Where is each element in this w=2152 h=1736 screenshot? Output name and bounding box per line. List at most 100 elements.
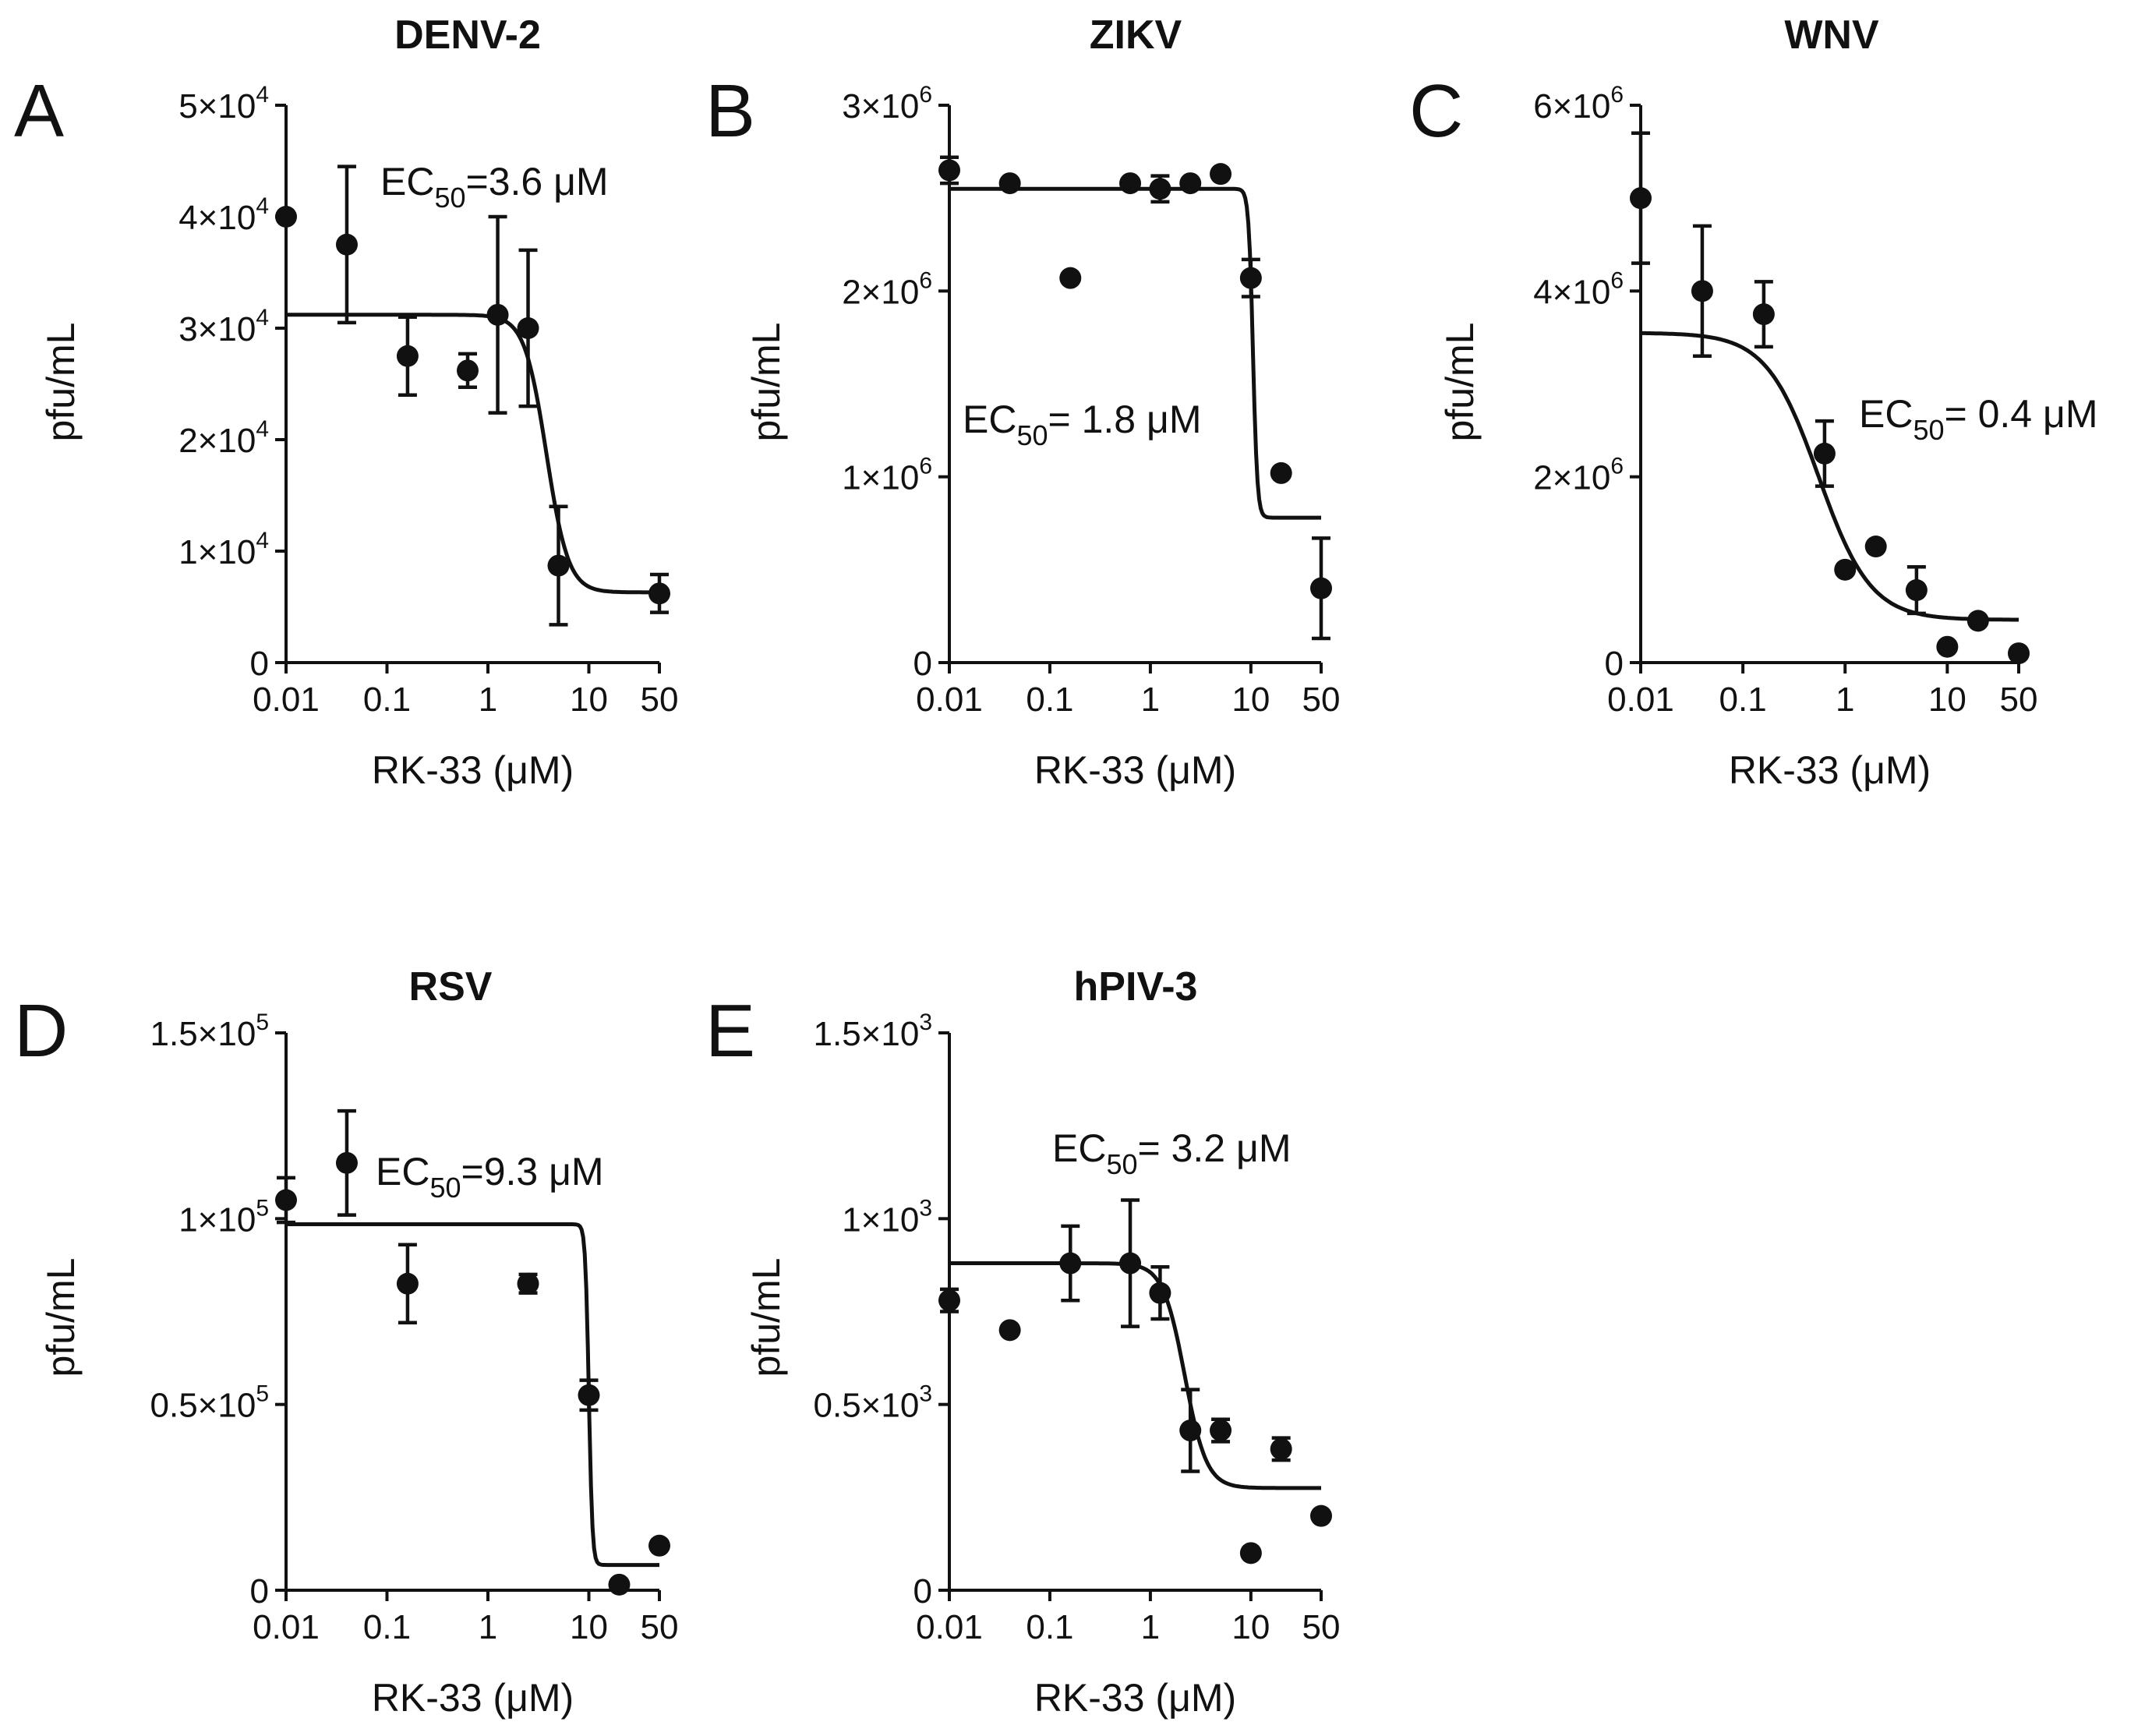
y-tick-label: 1.5×103 — [814, 1009, 933, 1053]
data-point — [1813, 442, 1836, 465]
data-point — [578, 1384, 600, 1406]
data-point — [1239, 267, 1262, 289]
data-point — [1239, 1542, 1262, 1565]
data-point — [517, 317, 539, 339]
y-tick-label: 0 — [250, 1572, 269, 1610]
y-axis-label: pfu/mL — [744, 1258, 788, 1377]
data-point — [275, 1189, 297, 1211]
y-tick-label: 1.5×105 — [150, 1009, 270, 1053]
y-tick-label: 5×104 — [178, 82, 269, 126]
data-point — [608, 1573, 631, 1596]
panel-title: RSV — [409, 964, 493, 1009]
y-tick-label: 0.5×103 — [814, 1381, 933, 1425]
x-tick-label: 0.1 — [363, 681, 411, 719]
data-point — [1059, 1252, 1082, 1275]
data-point — [1966, 610, 1989, 632]
data-point — [1179, 172, 1202, 195]
x-axis-label: RK-33 (μM) — [1034, 1676, 1236, 1720]
data-point — [1834, 558, 1857, 581]
data-point — [938, 1289, 960, 1312]
panel-b: B ZIKV 0 1×106 2×106 3×106 0.01 0.1 1 10 50 RK-33 (… — [705, 12, 1340, 792]
fit-curve — [1641, 331, 2019, 622]
data-point — [396, 1272, 419, 1295]
x-tick-label: 1 — [1141, 1608, 1160, 1646]
x-tick-label: 50 — [1302, 1608, 1341, 1646]
y-axis-label: pfu/mL — [39, 323, 83, 442]
data-point — [938, 159, 960, 182]
y-tick-label: 4×104 — [178, 193, 269, 237]
x-tick-label: 10 — [1928, 681, 1966, 719]
ec50-annotation: EC50= 0.4 μM — [1859, 392, 2097, 446]
ec50-annotation: EC50=3.6 μM — [380, 160, 609, 214]
data-point — [998, 172, 1021, 195]
y-axis-label: pfu/mL — [1438, 323, 1482, 442]
y-tick-label: 4×106 — [1533, 267, 1624, 311]
y-tick-label: 1×103 — [842, 1195, 932, 1239]
ec50-annotation: EC50=9.3 μM — [376, 1150, 604, 1204]
data-point — [998, 1319, 1021, 1342]
y-tick-label: 0 — [913, 1572, 932, 1610]
x-tick-label: 0.1 — [363, 1608, 411, 1646]
data-point — [1059, 267, 1082, 289]
panel-d: D RSV 0 0.5×105 1×105 1.5×105 0.01 0.1 1 10 50 RK-3… — [14, 964, 678, 1720]
x-tick-label: 0.1 — [1026, 1608, 1073, 1646]
y-tick-label: 6×106 — [1533, 82, 1624, 126]
panel-letter: A — [14, 69, 64, 153]
x-tick-label: 0.01 — [916, 681, 983, 719]
data-point — [1630, 187, 1652, 210]
x-tick-label: 10 — [570, 1608, 608, 1646]
x-tick-label: 1 — [1836, 681, 1854, 719]
fit-curve — [949, 186, 1321, 520]
panel-letter: B — [705, 69, 755, 153]
data-point — [1210, 163, 1232, 186]
x-tick-label: 1 — [479, 1608, 497, 1646]
y-axis-label: pfu/mL — [744, 323, 788, 442]
x-tick-label: 0.01 — [1607, 681, 1674, 719]
x-tick-label: 1 — [479, 681, 497, 719]
data-point — [486, 303, 509, 326]
data-point — [547, 554, 570, 577]
data-point — [1864, 536, 1887, 558]
panel-title: WNV — [1784, 12, 1879, 58]
data-point — [1149, 1282, 1171, 1304]
panel-title: DENV-2 — [394, 12, 541, 58]
panel-title: hPIV-3 — [1074, 964, 1198, 1009]
data-point — [1270, 1437, 1292, 1460]
x-tick-label: 50 — [1302, 681, 1341, 719]
y-tick-label: 0 — [250, 645, 269, 683]
ec50-annotation: EC50= 3.2 μM — [1052, 1126, 1291, 1180]
data-point — [1119, 172, 1142, 195]
x-tick-label: 0.01 — [253, 1608, 320, 1646]
data-point — [1270, 461, 1292, 484]
data-point — [1210, 1420, 1232, 1442]
x-axis-label: RK-33 (μM) — [1034, 748, 1236, 792]
panel-letter: C — [1409, 69, 1463, 153]
data-point — [457, 359, 479, 382]
y-tick-label: 3×104 — [178, 305, 269, 348]
x-tick-label: 50 — [641, 681, 679, 719]
x-axis-label: RK-33 (μM) — [372, 748, 574, 792]
data-point — [517, 1272, 539, 1295]
x-tick-label: 50 — [2000, 681, 2038, 719]
data-point — [1310, 1504, 1332, 1527]
fit-curve — [286, 313, 659, 595]
data-point — [1310, 577, 1332, 599]
fit-curve — [286, 1222, 659, 1568]
y-tick-label: 1×104 — [178, 528, 269, 571]
ec50-annotation: EC50= 1.8 μM — [963, 398, 1201, 451]
data-point — [2008, 642, 2030, 665]
y-tick-label: 2×104 — [178, 416, 269, 460]
panel-title: ZIKV — [1090, 12, 1182, 58]
x-tick-label: 10 — [1231, 1608, 1270, 1646]
data-point — [1149, 178, 1171, 200]
x-tick-label: 0.1 — [1719, 681, 1767, 719]
panel-c: C WNV 0 2×106 4×106 6×106 0.01 0.1 1 10 50 RK-33 (μ… — [1409, 12, 2097, 792]
panel-a: A DENV-2 0 1×104 2×104 3×104 4×104 5×104 0.01 0.1… — [14, 12, 678, 792]
y-tick-label: 2×106 — [842, 267, 932, 311]
data-point — [648, 582, 670, 605]
data-point — [648, 1534, 670, 1557]
y-tick-label: 2×106 — [1533, 454, 1624, 497]
y-tick-label: 0 — [1605, 645, 1624, 683]
data-point — [335, 1151, 358, 1174]
